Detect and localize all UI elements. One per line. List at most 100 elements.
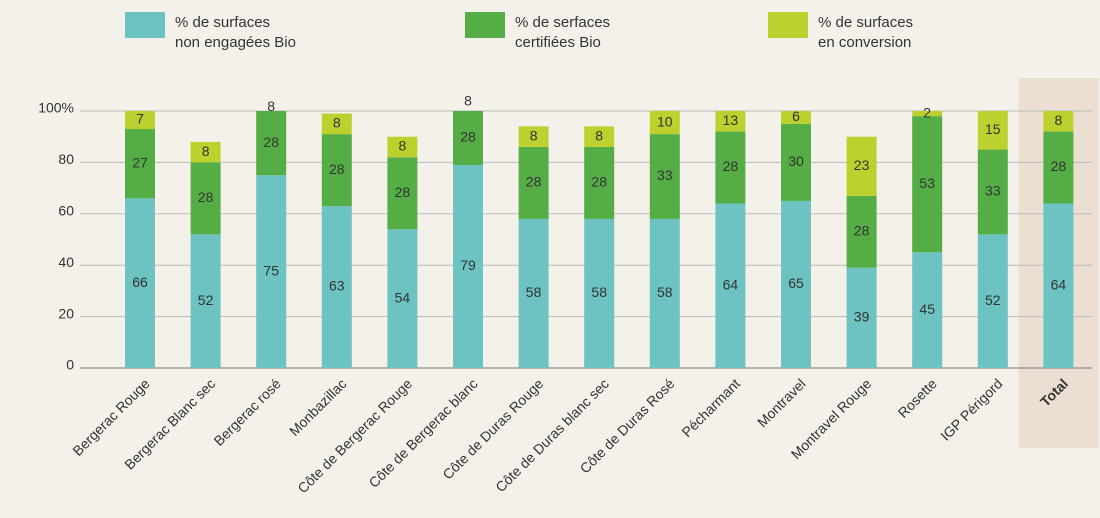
legend-label: % de serfaces certifiées Bio <box>515 14 611 51</box>
bar-segment <box>256 175 287 368</box>
bar-segment <box>321 113 352 135</box>
data-label: 75 <box>263 262 279 278</box>
legend-swatch <box>768 12 808 38</box>
bar-segment <box>781 123 811 201</box>
bar-segment <box>387 229 418 368</box>
data-label: 8 <box>1055 112 1063 128</box>
y-tick-label: 80 <box>58 151 74 167</box>
data-label: 33 <box>985 183 1001 199</box>
x-tick-label: Côte de Bergerac blanc <box>365 375 480 490</box>
bar-segment <box>912 116 943 253</box>
x-tick-label: Pécharmant <box>678 375 743 440</box>
bar-segment <box>715 131 746 204</box>
bar-segment <box>781 111 811 124</box>
data-label: 30 <box>788 153 804 169</box>
data-label: 27 <box>132 154 148 170</box>
bar-segment <box>649 134 680 219</box>
bar-segment <box>846 267 877 368</box>
x-tick-label: Côte de Bergerac Rouge <box>294 375 415 496</box>
x-tick-label: Monbazillac <box>286 375 350 439</box>
bar-segment <box>387 157 418 230</box>
legend-swatch <box>465 12 505 38</box>
bar-segment <box>125 111 155 129</box>
bar-segment <box>846 136 877 196</box>
y-tick-label: 20 <box>58 305 74 321</box>
data-label: 63 <box>329 278 345 294</box>
bar-segment <box>256 111 287 176</box>
bar-segment <box>649 218 680 368</box>
bar-segment <box>453 72 483 93</box>
data-label: 54 <box>395 289 411 305</box>
data-label: 28 <box>263 134 279 150</box>
bar-segment <box>321 206 352 368</box>
data-label: 52 <box>198 292 214 308</box>
y-tick-label: 60 <box>58 203 74 219</box>
data-label: 28 <box>854 222 870 238</box>
data-label: 58 <box>526 284 542 300</box>
bar-segment <box>649 111 680 135</box>
legend-item: % de surfaces non engagées Bio <box>125 12 296 53</box>
bar-segment <box>453 164 483 368</box>
bar-segment <box>518 146 549 219</box>
legend-label: % de surfaces en conversion <box>818 14 914 51</box>
data-label: 8 <box>464 93 472 109</box>
y-tick-label: 40 <box>58 254 74 270</box>
bar-segment <box>584 218 615 368</box>
data-label: 13 <box>723 112 739 128</box>
legend-item: % de surfaces en conversion <box>768 12 913 53</box>
bar-segment <box>190 162 221 235</box>
data-label: 8 <box>595 127 603 143</box>
bar-segment <box>912 111 943 117</box>
data-label: 28 <box>1051 158 1067 174</box>
bar-segment <box>125 198 155 368</box>
data-label: 23 <box>854 157 870 173</box>
bar-segment <box>781 200 811 368</box>
bar-segment <box>977 234 1008 368</box>
data-label: 64 <box>1051 276 1067 292</box>
data-label: 8 <box>399 138 407 154</box>
y-tick-label: 0 <box>66 357 74 373</box>
bar-segment <box>518 218 549 368</box>
bar-segment <box>584 126 615 147</box>
data-label: 33 <box>657 167 673 183</box>
data-label: 7 <box>136 111 144 127</box>
data-label: 52 <box>985 292 1001 308</box>
data-label: 28 <box>460 129 476 145</box>
bar-segment <box>977 149 1008 235</box>
bar-segment <box>912 252 943 368</box>
bar-segment <box>125 128 155 199</box>
bar-segment <box>1043 131 1074 204</box>
data-label: 8 <box>530 127 538 143</box>
data-label: 8 <box>267 98 275 114</box>
bar-segment <box>846 195 877 268</box>
legend-item: % de serfaces certifiées Bio <box>465 12 610 53</box>
data-label: 39 <box>854 309 870 325</box>
x-tick-label: Montravel <box>754 375 809 430</box>
data-label: 28 <box>329 161 345 177</box>
data-label: 2 <box>923 104 931 120</box>
bar-segment <box>190 141 221 163</box>
bar-segment <box>190 234 221 368</box>
data-label: 28 <box>198 189 214 205</box>
data-label: 79 <box>460 257 476 273</box>
bar-segment <box>715 203 746 368</box>
bar-segment <box>321 134 352 207</box>
legend-label: % de surfaces non engagées Bio <box>175 14 296 51</box>
bar-segment <box>453 111 483 165</box>
data-label: 58 <box>657 284 673 300</box>
bar-segment <box>387 136 418 158</box>
x-tick-label: Rosette <box>895 375 941 421</box>
data-label: 65 <box>788 275 804 291</box>
data-label: 28 <box>526 174 542 190</box>
data-label: 66 <box>132 274 148 290</box>
data-label: 64 <box>723 276 739 292</box>
bar-segment <box>1043 111 1074 132</box>
bar-segment <box>715 111 746 132</box>
data-label: 8 <box>202 143 210 159</box>
x-tick-label: Côte de Duras blanc sec <box>492 375 612 495</box>
bar-segment <box>1043 203 1074 368</box>
data-label: 28 <box>591 174 607 190</box>
bar-segment <box>584 146 615 219</box>
